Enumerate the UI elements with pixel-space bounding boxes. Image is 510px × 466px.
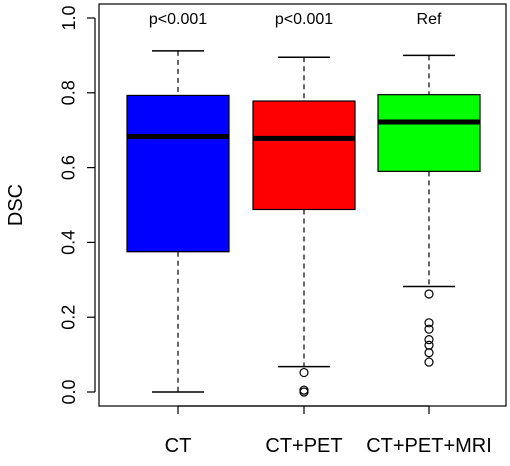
x-axis: CT CT+PET CT+PET+MRI (165, 405, 492, 457)
outlier-point (424, 357, 434, 367)
iqr-box (126, 94, 230, 253)
iqr-box (252, 100, 356, 211)
y-tick-label: 0.6 (59, 155, 79, 180)
outlier-point (424, 324, 434, 334)
x-tick-label: CT+PET (265, 435, 342, 457)
outlier-point (424, 318, 434, 328)
outlier-point (424, 335, 434, 345)
box-group: p<0.001 (126, 11, 230, 393)
significance-label: Ref (417, 11, 442, 28)
x-tick-label: CT+PET+MRI (366, 435, 492, 457)
y-tick-label: 0.4 (59, 230, 79, 255)
outlier-point (424, 340, 434, 350)
box-group: p<0.001 (252, 11, 356, 397)
boxes-layer: p<0.001 p<0.001 Ref (126, 11, 481, 397)
y-tick-label: 0.8 (59, 80, 79, 105)
outlier-point (299, 387, 309, 397)
outlier-point (299, 385, 309, 395)
outlier-point (299, 367, 309, 378)
y-tick-label: 0.2 (59, 305, 79, 330)
y-tick-label: 0.0 (59, 379, 79, 404)
outlier-point (424, 289, 434, 299)
box-group: Ref (377, 11, 481, 367)
y-axis: 0.0 0.2 0.4 0.6 0.8 1.0 (59, 5, 96, 405)
outlier-point (424, 348, 434, 358)
y-tick-label: 1.0 (59, 5, 79, 30)
significance-label: p<0.001 (275, 11, 333, 28)
significance-label: p<0.001 (149, 11, 207, 28)
iqr-box (377, 94, 481, 172)
y-axis-label: DSC (5, 184, 27, 226)
x-tick-label: CT (165, 435, 192, 457)
